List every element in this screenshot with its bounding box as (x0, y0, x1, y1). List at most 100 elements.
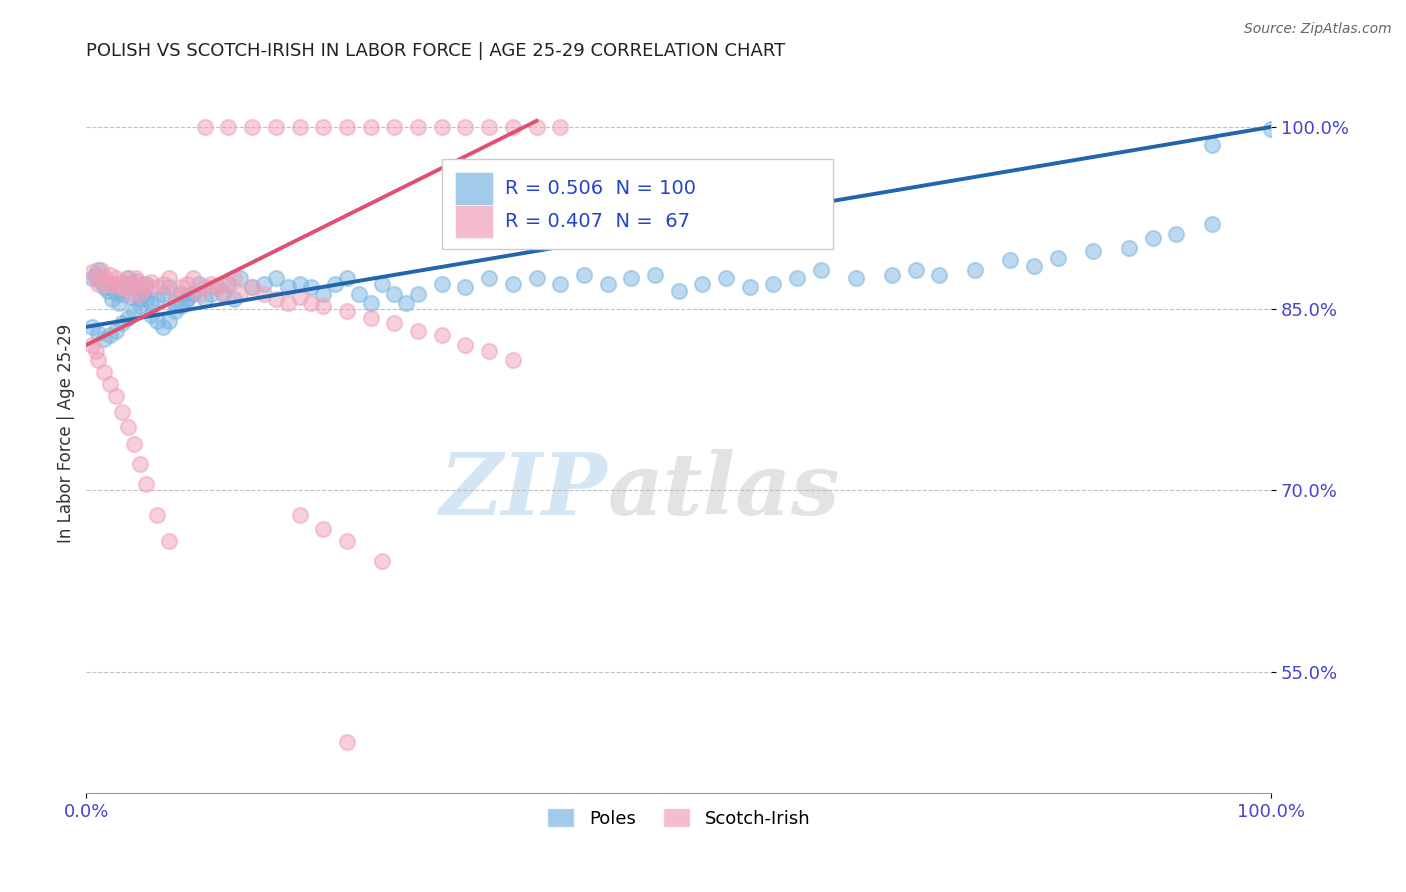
Point (371, 277, 394, 292)
Point (170, 299, 193, 313)
Point (98, 268, 121, 282)
Point (89, 275, 111, 289)
Point (336, 735, 359, 749)
FancyBboxPatch shape (441, 159, 832, 249)
Point (97, 284, 120, 298)
Point (132, 285, 155, 300)
Point (176, 292, 198, 306)
Point (395, 295, 418, 310)
FancyBboxPatch shape (454, 205, 492, 238)
Point (360, 120, 382, 134)
Point (430, 120, 453, 134)
Point (229, 287, 252, 301)
Point (165, 304, 187, 318)
Point (810, 263, 832, 277)
Point (502, 120, 524, 134)
Point (264, 120, 287, 134)
Point (382, 120, 405, 134)
Point (157, 314, 180, 328)
Point (122, 280, 145, 294)
Point (288, 277, 311, 292)
Point (253, 277, 276, 292)
Point (125, 271, 148, 285)
Point (845, 271, 868, 285)
Point (1046, 251, 1069, 265)
Point (323, 277, 346, 292)
Point (288, 289, 311, 303)
Point (84, 344, 107, 359)
Point (478, 120, 501, 134)
Point (104, 285, 127, 300)
Point (1000, 253, 1022, 268)
Point (146, 292, 169, 306)
Point (157, 271, 180, 285)
Point (200, 277, 222, 292)
Point (98, 328, 121, 343)
Text: atlas: atlas (607, 449, 841, 533)
Point (135, 277, 157, 292)
Point (152, 319, 174, 334)
Point (165, 295, 187, 310)
Point (205, 280, 228, 294)
Point (112, 280, 135, 294)
Point (668, 284, 690, 298)
Point (120, 289, 142, 303)
Point (548, 277, 571, 292)
Point (312, 120, 335, 134)
Point (644, 268, 666, 282)
Point (288, 508, 311, 522)
Point (117, 271, 139, 285)
Point (141, 308, 163, 322)
Point (738, 280, 761, 294)
Point (240, 280, 263, 294)
Text: POLISH VS SCOTCH-IRISH IN LABOR FORCE | AGE 25-29 CORRELATION CHART: POLISH VS SCOTCH-IRISH IN LABOR FORCE | … (86, 42, 786, 60)
Point (194, 120, 217, 134)
Text: ZIP: ZIP (440, 449, 607, 533)
Point (87, 277, 110, 292)
Point (264, 292, 287, 306)
Point (253, 287, 276, 301)
Point (122, 437, 145, 451)
Point (87, 326, 110, 340)
Point (97, 277, 120, 292)
Point (904, 263, 927, 277)
Point (128, 292, 150, 306)
Point (277, 280, 299, 294)
Point (152, 277, 174, 292)
Point (111, 316, 134, 330)
Point (146, 314, 169, 328)
Point (454, 338, 477, 352)
Point (312, 287, 335, 301)
Point (714, 271, 737, 285)
Point (117, 420, 139, 434)
Point (101, 277, 124, 292)
Point (125, 274, 148, 288)
Point (135, 292, 157, 306)
Point (572, 268, 595, 282)
Point (880, 268, 903, 282)
Point (120, 287, 142, 301)
Point (596, 277, 619, 292)
Point (170, 287, 193, 301)
Point (1142, 231, 1164, 245)
Point (211, 285, 233, 300)
Point (217, 277, 239, 292)
Point (82, 319, 104, 334)
Text: R = 0.506  N = 100: R = 0.506 N = 100 (505, 179, 696, 198)
Point (299, 295, 322, 310)
Point (786, 271, 808, 285)
Point (84, 271, 107, 285)
Point (205, 280, 228, 294)
Point (963, 263, 986, 277)
Point (104, 324, 127, 338)
Point (1083, 244, 1105, 258)
Point (187, 277, 209, 292)
Point (146, 280, 169, 294)
Point (122, 277, 145, 292)
Point (111, 405, 134, 419)
Point (1201, 217, 1223, 231)
Point (128, 457, 150, 471)
Point (1260, 122, 1282, 136)
Point (89, 263, 111, 277)
Point (181, 287, 204, 301)
